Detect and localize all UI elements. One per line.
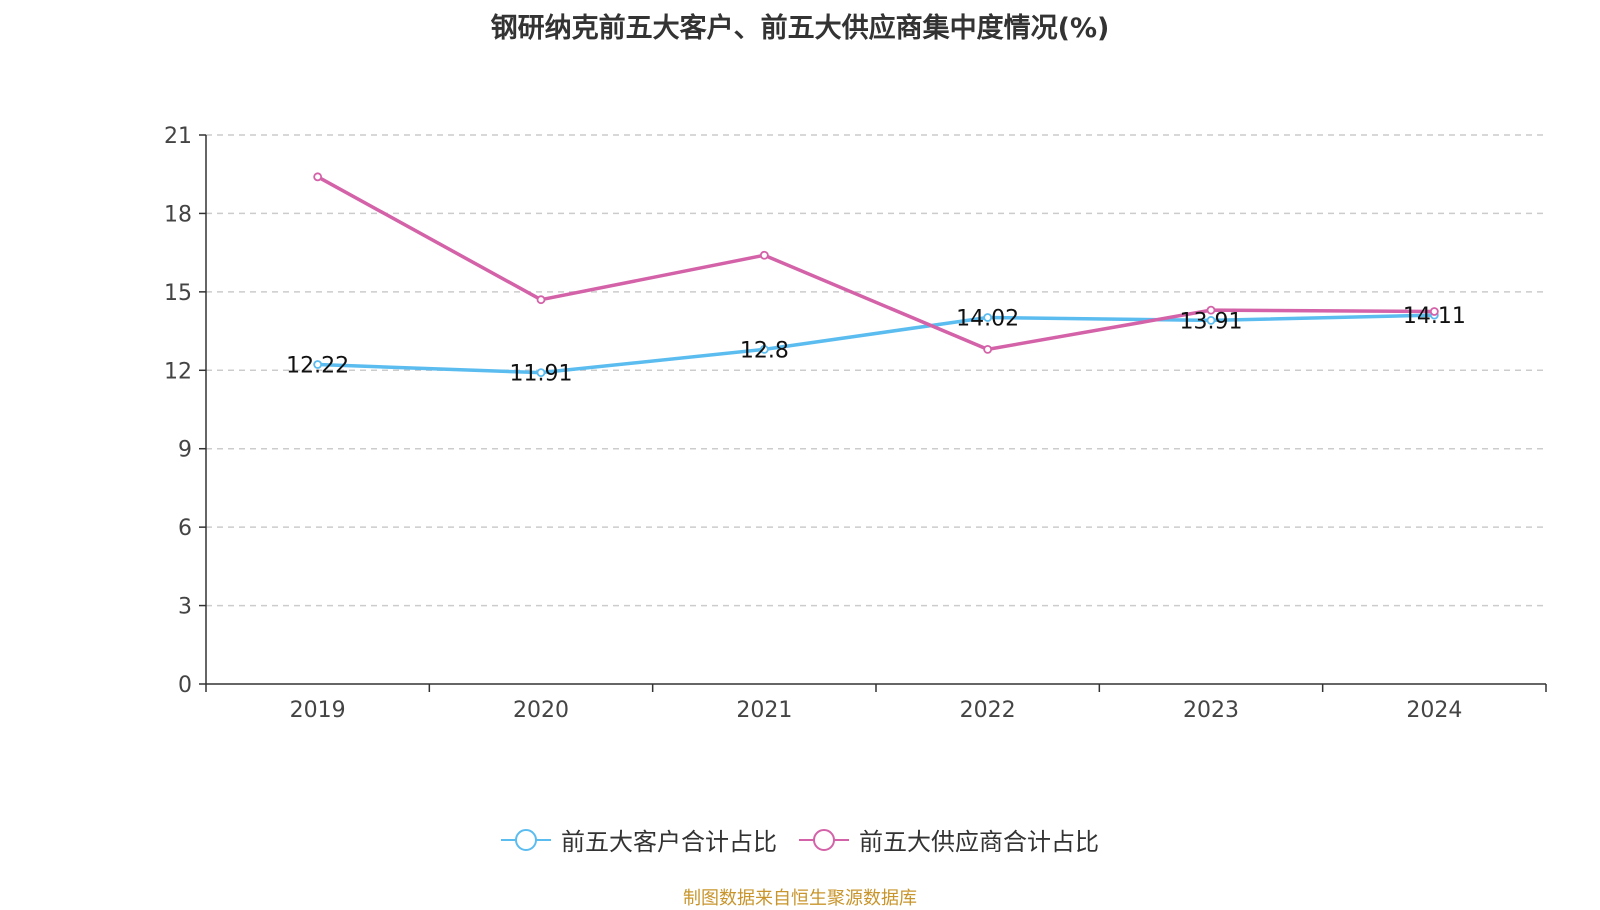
data-point bbox=[1206, 305, 1216, 315]
data-point bbox=[983, 313, 993, 322]
series-lines bbox=[313, 172, 1439, 378]
series-line-2 bbox=[316, 175, 1435, 352]
x-tick-label: 2023 bbox=[1183, 698, 1239, 723]
x-tick-label: 2022 bbox=[960, 698, 1016, 723]
y-tick-label: 12 bbox=[164, 359, 192, 384]
legend-label: 前五大供应商合计占比 bbox=[859, 828, 1099, 856]
data-point bbox=[1429, 307, 1439, 316]
data-label: 14.11 bbox=[1403, 304, 1466, 329]
data-point bbox=[536, 295, 546, 305]
data-point bbox=[759, 250, 769, 260]
y-tick-label: 15 bbox=[164, 281, 192, 306]
data-label: 12.8 bbox=[740, 338, 789, 363]
data-point bbox=[536, 368, 546, 378]
y-tick-label: 0 bbox=[178, 673, 192, 698]
y-tick-label: 3 bbox=[178, 595, 192, 620]
x-tick-label: 2021 bbox=[736, 698, 792, 723]
data-label: 13.91 bbox=[1180, 309, 1243, 334]
data-point bbox=[983, 344, 993, 354]
legend-label: 前五大客户合计占比 bbox=[561, 828, 777, 856]
data-labels: 12.22 11.91 12.8 14.02 13.91 14.11 bbox=[286, 304, 1466, 387]
x-tick-label: 2020 bbox=[513, 698, 569, 723]
y-tick-label: 18 bbox=[164, 202, 192, 227]
data-label: 11.91 bbox=[510, 362, 573, 387]
x-tick-label: 2019 bbox=[290, 698, 346, 723]
chart-title: 钢研纳克前五大客户、前五大供应商集中度情况(%) bbox=[490, 13, 1110, 44]
legend: 前五大客户合计占比 前五大供应商合计占比 bbox=[0, 822, 1600, 857]
source-note: 制图数据来自恒生聚源数据库 bbox=[683, 888, 917, 909]
legend-marker-icon bbox=[501, 828, 551, 851]
axes: 0 3 6 9 12 15 18 21 2019 2020 2021 2022 2023 2024 bbox=[164, 124, 1547, 723]
grid-lines bbox=[206, 134, 1546, 607]
data-point bbox=[759, 344, 769, 354]
legend-item-suppliers[interactable]: 前五大供应商合计占比 bbox=[799, 822, 1099, 857]
data-label: 12.22 bbox=[286, 354, 349, 379]
data-point bbox=[313, 172, 323, 182]
data-point bbox=[1206, 315, 1216, 325]
legend-item-customers[interactable]: 前五大客户合计占比 bbox=[501, 822, 777, 857]
x-tick-label: 2024 bbox=[1406, 698, 1462, 723]
data-label: 14.02 bbox=[956, 306, 1019, 331]
y-tick-label: 6 bbox=[178, 516, 192, 541]
series-line-1 bbox=[317, 313, 1435, 375]
y-tick-label: 21 bbox=[164, 124, 192, 149]
data-point bbox=[313, 360, 323, 369]
legend-marker-icon bbox=[799, 828, 849, 851]
y-tick-label: 9 bbox=[178, 438, 192, 463]
